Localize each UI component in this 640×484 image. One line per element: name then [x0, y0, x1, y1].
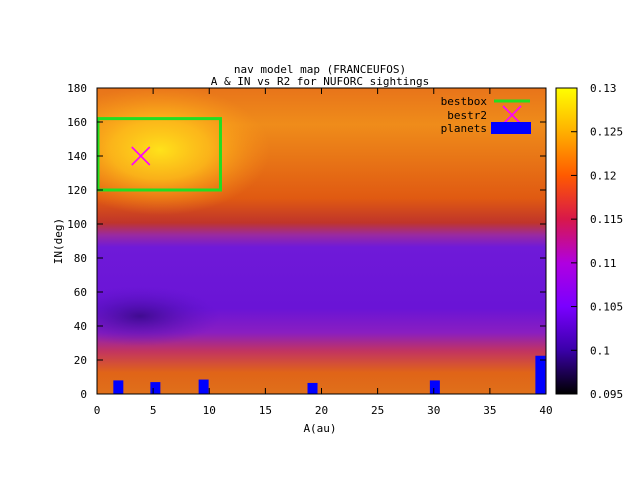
- x-tick-label: 10: [203, 404, 216, 417]
- y-tick-label: 0: [80, 388, 87, 401]
- planet-bar: [198, 379, 209, 394]
- planet-bar: [535, 355, 546, 394]
- x-tick-label: 5: [150, 404, 157, 417]
- colorbar-tick-label: 0.115: [590, 213, 623, 226]
- x-tick-label: 20: [315, 404, 328, 417]
- colorbar-tick-label: 0.11: [590, 257, 617, 270]
- colorbar-tick-label: 0.125: [590, 126, 623, 139]
- x-tick-label: 30: [427, 404, 440, 417]
- planet-bar: [150, 382, 161, 394]
- y-axis-ticks: 0 20 40 60 80 100 120 140 160 180: [67, 82, 546, 401]
- bestr2-marker: [131, 146, 151, 166]
- colorbar-tick-label: 0.12: [590, 169, 617, 182]
- y-tick-label: 20: [74, 354, 87, 367]
- heatmap-cold-region: [97, 286, 220, 346]
- planet-bar: [307, 382, 318, 394]
- y-tick-label: 60: [74, 286, 87, 299]
- y-tick-label: 160: [67, 116, 87, 129]
- legend-swatch-stroke: [502, 105, 522, 125]
- y-tick-label: 40: [74, 320, 87, 333]
- y-axis-label: IN(deg): [52, 218, 65, 264]
- legend-swatch-bestr2: [502, 105, 522, 125]
- planet-bar: [429, 380, 440, 394]
- colorbar-ticks: 0.095 0.1 0.105 0.11 0.115 0.12 0.125 0.13: [571, 82, 623, 401]
- y-tick-label: 120: [67, 184, 87, 197]
- y-tick-label: 140: [67, 150, 87, 163]
- chart-title: nav model map (FRANCEUFOS): [234, 63, 406, 76]
- x-tick-label: 15: [259, 404, 272, 417]
- bestbox-rect: [96, 117, 222, 192]
- planet-bar: [113, 380, 124, 394]
- chart-subtitle: A & IN vs R2 for NUFORC sightings: [211, 75, 430, 88]
- bestr2-marker-stroke: [131, 146, 151, 166]
- legend-label: bestbox: [441, 95, 488, 108]
- colorbar-tick-label: 0.105: [590, 301, 623, 314]
- colorbar-tick-label: 0.1: [590, 344, 610, 357]
- legend-label: planets: [441, 122, 487, 135]
- overlay-layer: [96, 117, 546, 394]
- x-tick-label: 25: [371, 404, 384, 417]
- x-tick-label: 0: [94, 404, 101, 417]
- y-tick-label: 100: [67, 218, 87, 231]
- x-axis-label: A(au): [303, 422, 336, 435]
- legend-swatch-planets: [491, 122, 531, 134]
- y-tick-label: 80: [74, 252, 87, 265]
- colorbar-tick-label: 0.095: [590, 388, 623, 401]
- y-tick-label: 180: [67, 82, 87, 95]
- colorbar-tick-label: 0.13: [590, 82, 617, 95]
- x-axis-ticks: 0 5 10 15 20 25 30 35 40: [94, 88, 553, 417]
- x-tick-label: 35: [483, 404, 496, 417]
- legend-label: bestr2: [447, 109, 487, 122]
- colorbar: [555, 87, 578, 395]
- x-tick-label: 40: [539, 404, 552, 417]
